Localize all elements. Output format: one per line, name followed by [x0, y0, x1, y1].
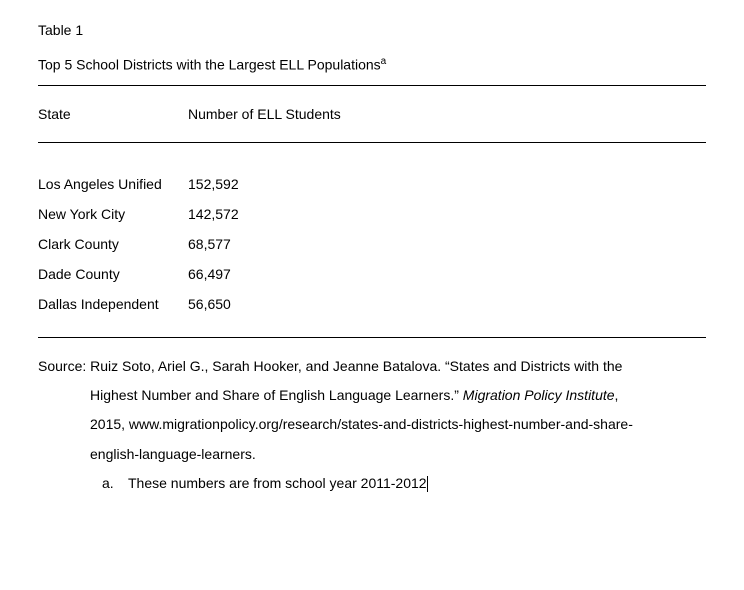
table-title: Top 5 School Districts with the Largest … — [38, 56, 706, 73]
cell-district: Dade County — [38, 266, 188, 282]
table-body: Los Angeles Unified 152,592 New York Cit… — [38, 155, 706, 325]
cell-district: New York City — [38, 206, 188, 222]
column-header-state: State — [38, 106, 188, 122]
source-prefix: Source: — [38, 358, 90, 374]
cell-count: 56,650 — [188, 296, 706, 312]
source-text-1: Ruiz Soto, Ariel G., Sarah Hooker, and J… — [90, 358, 622, 374]
source-journal: Migration Policy Institute — [463, 387, 615, 403]
document-page: Table 1 Top 5 School Districts with the … — [0, 0, 744, 521]
footnote-marker: a. — [102, 469, 114, 498]
column-header-count: Number of ELL Students — [188, 106, 706, 122]
text-cursor — [427, 476, 428, 492]
source-line-1: Source: Ruiz Soto, Ariel G., Sarah Hooke… — [38, 352, 706, 381]
cell-district: Los Angeles Unified — [38, 176, 188, 192]
table-row: New York City 142,572 — [38, 199, 706, 229]
source-line-3: 2015, www.migrationpolicy.org/research/s… — [38, 410, 706, 439]
rule-mid — [38, 142, 706, 143]
footnote-text: These numbers are from school year 2011-… — [128, 475, 427, 491]
source-line-2: Highest Number and Share of English Lang… — [38, 381, 706, 410]
table-row: Dade County 66,497 — [38, 259, 706, 289]
table-label: Table 1 — [38, 22, 706, 38]
rule-top — [38, 85, 706, 86]
source-text-4: english-language-learners. — [90, 446, 256, 462]
rule-bottom — [38, 337, 706, 338]
cell-district: Dallas Independent — [38, 296, 188, 312]
source-text-2: Highest Number and Share of English Lang… — [90, 387, 463, 403]
cell-count: 68,577 — [188, 236, 706, 252]
table-header-row: State Number of ELL Students — [38, 98, 706, 130]
cell-district: Clark County — [38, 236, 188, 252]
table-title-text: Top 5 School Districts with the Largest … — [38, 57, 381, 73]
table-row: Clark County 68,577 — [38, 229, 706, 259]
source-text-3: 2015, www.migrationpolicy.org/research/s… — [90, 416, 633, 432]
table-row: Los Angeles Unified 152,592 — [38, 169, 706, 199]
source-citation: Source: Ruiz Soto, Ariel G., Sarah Hooke… — [38, 352, 706, 499]
table-row: Dallas Independent 56,650 — [38, 289, 706, 319]
cell-count: 142,572 — [188, 206, 706, 222]
cell-count: 152,592 — [188, 176, 706, 192]
cell-count: 66,497 — [188, 266, 706, 282]
source-after-journal: , — [615, 387, 619, 403]
source-line-4: english-language-learners. — [38, 440, 706, 469]
footnote: a. These numbers are from school year 20… — [38, 469, 706, 498]
table-title-superscript: a — [381, 56, 387, 67]
